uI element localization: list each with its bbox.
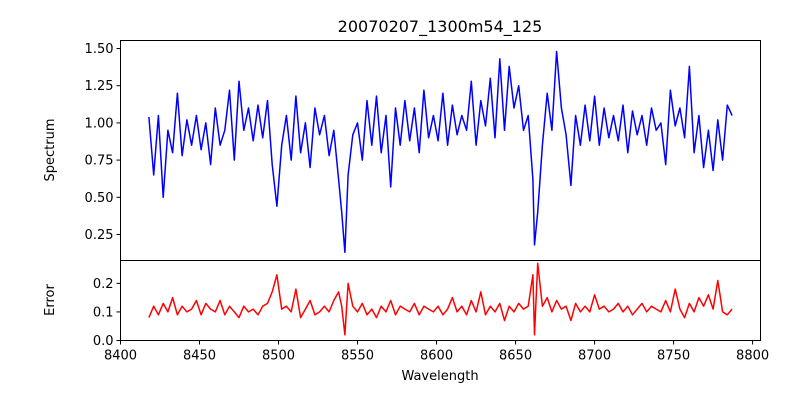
x-tick-label: 8550 [341,349,374,364]
error-axes: 0.0 0.1 0.2 8400 8450 8500 8550 8600 8650 8700 875… [93,260,769,364]
x-tick-label: 8600 [420,349,453,364]
spectrum-axes: 0.25 0.50 0.75 1.00 1.25 1.50 [85,40,761,261]
spectrum-line [148,50,733,254]
x-tick-label: 8450 [183,349,216,364]
y-tick-label: 1.25 [85,79,114,94]
x-tick-label: 8400 [104,349,137,364]
x-axis-label: Wavelength [401,369,478,384]
y-tick-label: 1.00 [85,116,114,131]
y-tick-label: 0.75 [85,154,114,169]
y-tick-label: 0.1 [93,305,114,320]
y-tick-label: 1.50 [85,42,114,57]
x-tick-label: 8500 [262,349,295,364]
y-tick-label: 0.0 [93,334,114,349]
error-line [148,262,733,336]
x-tick-label: 8700 [578,349,611,364]
x-tick-label: 8650 [499,349,532,364]
chart-title: 20070207_1300m54_125 [338,17,543,37]
y-axis-label-error: Error [43,284,58,316]
axes-frame [120,260,761,341]
y-tick-label: 0.50 [85,191,114,206]
x-tick-label: 8800 [736,349,769,364]
y-tick-label: 0.2 [93,277,114,292]
x-tick-label: 8750 [657,349,690,364]
y-tick-label: 0.25 [85,228,114,243]
y-axis-label-spectrum: Spectrum [43,119,58,182]
